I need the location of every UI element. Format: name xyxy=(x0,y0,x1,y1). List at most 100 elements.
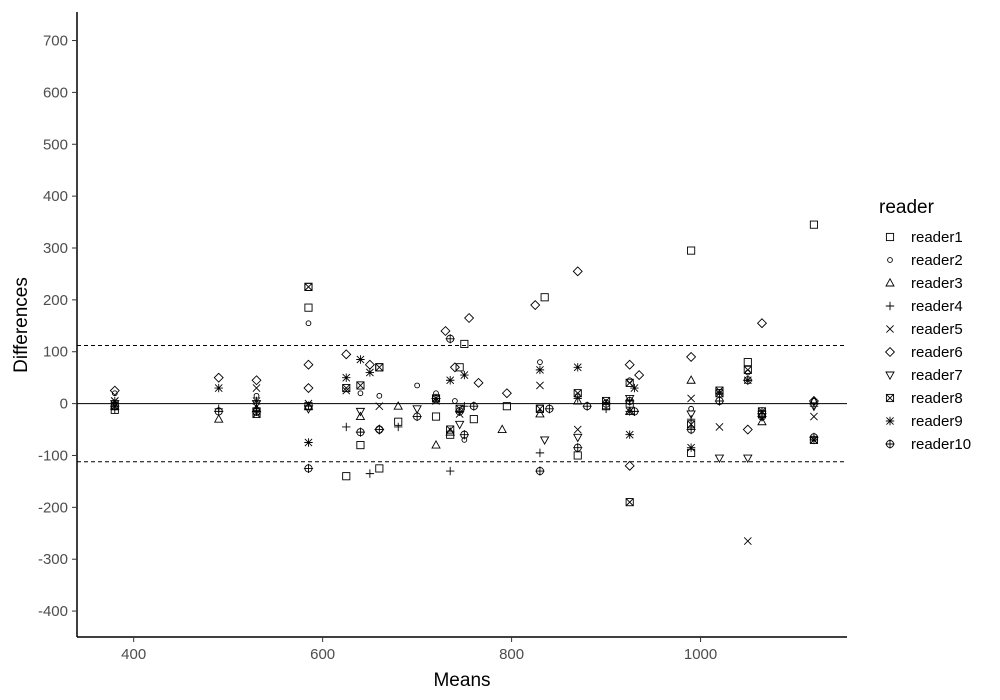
reader4-point xyxy=(445,466,455,476)
reader4-point xyxy=(573,394,582,403)
y-tick-label: 700 xyxy=(43,33,68,50)
reader4-point xyxy=(342,422,351,432)
legend-marker-reader8 xyxy=(885,393,895,403)
reader10-point xyxy=(535,466,545,476)
reader6-point xyxy=(364,359,375,370)
reader7-point xyxy=(686,410,696,420)
legend-title: reader xyxy=(879,197,935,218)
reader8-point xyxy=(375,363,384,372)
reader8-point xyxy=(342,383,351,393)
reader10-point xyxy=(757,411,767,422)
reader7-point xyxy=(714,454,725,464)
legend-label: reader8 xyxy=(911,390,963,407)
reader2-point xyxy=(414,382,420,389)
reader10-point xyxy=(459,430,469,440)
legend-item-reader2: reader2 xyxy=(887,252,963,269)
reader10-point xyxy=(110,401,120,411)
reader1-point xyxy=(356,441,365,450)
legend-item-reader4: reader4 xyxy=(885,298,963,315)
reader10-point xyxy=(601,398,611,409)
reader3-point xyxy=(686,375,696,384)
reader6-point xyxy=(634,370,645,381)
legend-marker-reader7 xyxy=(885,371,895,381)
reader8-point xyxy=(573,389,582,398)
legend-item-reader8: reader8 xyxy=(885,390,963,407)
tick-labels: 400 600 800 1000 -400 -300 -200 -100 0 100 200 300 4… xyxy=(38,33,717,663)
reader1-point xyxy=(540,293,549,302)
reader4-point xyxy=(460,401,469,411)
reader10-point xyxy=(714,396,725,406)
reader9-point xyxy=(342,373,351,382)
reader6-point xyxy=(572,266,583,277)
reader7-point xyxy=(412,405,422,414)
reader8-point xyxy=(356,381,365,390)
reader10-point xyxy=(544,404,554,414)
reader3-point xyxy=(535,408,545,418)
legend-marker-reader6 xyxy=(884,346,896,358)
legend-item-reader5: reader5 xyxy=(886,321,963,338)
reader8-point xyxy=(446,425,455,434)
reader3-point xyxy=(355,411,366,421)
legend-item-reader3: reader3 xyxy=(885,275,963,292)
reader10-point xyxy=(445,334,455,344)
reader1-point xyxy=(460,339,469,349)
reader9-point xyxy=(110,396,119,406)
legend-label: reader1 xyxy=(911,229,963,246)
reader10-point xyxy=(355,427,366,437)
reader8-point xyxy=(743,365,752,374)
reader6-point xyxy=(449,362,460,373)
legend-marker-reader3 xyxy=(885,277,895,287)
reader5-point xyxy=(743,537,752,545)
reader3-point xyxy=(393,401,403,410)
reader6-point xyxy=(440,325,451,337)
reader7-point xyxy=(624,394,635,404)
y-tick-label: 600 xyxy=(43,84,68,101)
reader8-point xyxy=(625,498,634,507)
reader10-point xyxy=(303,463,314,474)
reader7-point xyxy=(539,436,550,446)
reader9-point xyxy=(365,368,375,377)
reader2-point xyxy=(376,392,383,399)
x-tick-label: 600 xyxy=(310,646,335,663)
reader9-point xyxy=(625,430,634,439)
legend-item-reader7: reader7 xyxy=(885,367,963,384)
y-tick-label: 0 xyxy=(60,396,68,413)
legend-marker-reader9 xyxy=(885,416,895,426)
reader9-point xyxy=(686,443,696,452)
reader6-point xyxy=(686,351,697,362)
reader6-point xyxy=(808,395,819,407)
x-tick-label: 400 xyxy=(121,646,146,663)
reader1-point xyxy=(573,451,582,460)
reader9-point xyxy=(715,389,724,398)
reader7-point xyxy=(454,420,465,430)
reader6-point xyxy=(213,372,224,383)
reader1-point xyxy=(304,303,313,312)
reader6-point xyxy=(530,300,541,311)
reader9-point xyxy=(535,365,545,375)
reader9-point xyxy=(252,396,261,406)
reader10-point xyxy=(686,424,696,435)
reader4-point xyxy=(365,469,375,478)
reader9-point xyxy=(304,438,313,447)
reader1-point xyxy=(743,358,752,367)
legend-marker-reader4 xyxy=(885,301,895,311)
x-tick-label: 800 xyxy=(499,646,524,663)
legend-label: reader3 xyxy=(911,275,963,292)
reader3-point xyxy=(213,414,224,423)
reader10-point xyxy=(743,375,753,385)
reader9-point xyxy=(460,370,469,380)
y-axis-title: Differences xyxy=(11,277,32,373)
legend-item-reader9: reader9 xyxy=(885,413,963,430)
legend-marker-reader5 xyxy=(886,325,894,333)
reader3-point xyxy=(497,424,507,433)
reader10-point xyxy=(214,406,224,416)
reader2-point xyxy=(626,377,633,384)
reader10-point xyxy=(469,401,479,411)
reference-lines xyxy=(77,345,847,463)
reader1-point xyxy=(342,472,351,481)
reader10-point xyxy=(374,424,384,435)
reader6-point xyxy=(109,385,120,396)
reader2-point xyxy=(305,320,312,327)
reader5-point xyxy=(810,412,818,421)
